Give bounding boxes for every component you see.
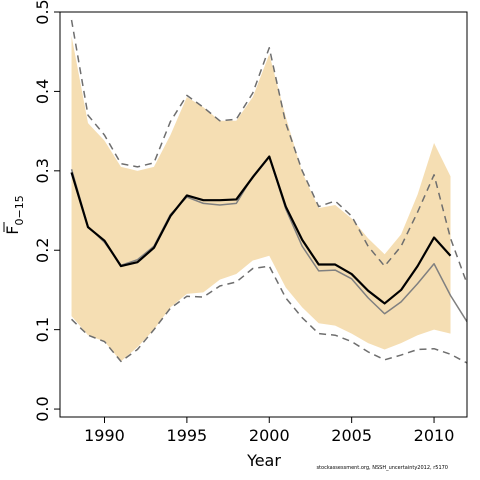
- series-layer: [70, 19, 467, 364]
- y-tick-label: 0.5: [33, 0, 52, 25]
- series-line-estimate: [70, 155, 452, 305]
- x-axis: 1990 1995 2000 2005 2010: [84, 417, 454, 445]
- y-axis: 0.0 0.1 0.2 0.3 0.4 0.5: [33, 0, 60, 422]
- source-footer: stockassessment.org, NSSH_uncertainty201…: [316, 465, 448, 471]
- x-tick-label: 1995: [167, 426, 208, 445]
- y-axis-title: F0−15: [3, 195, 26, 234]
- y-axis-title-subscript: 0−15: [13, 195, 26, 225]
- y-tick-label: 0.0: [33, 396, 52, 421]
- x-tick-label: 1990: [84, 426, 125, 445]
- x-axis-title: Year: [246, 451, 281, 470]
- svg-text:F0−15: F0−15: [3, 195, 26, 234]
- confidence-band-layer: [71, 35, 451, 362]
- series-line-lower-dashed: [71, 265, 467, 364]
- y-tick-label: 0.3: [33, 158, 52, 183]
- plot-frame: [59, 11, 468, 418]
- y-tick-label: 0.1: [33, 317, 52, 342]
- confidence-band: [71, 35, 451, 362]
- x-tick-label: 2010: [414, 426, 455, 445]
- y-axis-title-main: F: [3, 226, 22, 235]
- series-line-upper-dashed: [70, 19, 467, 284]
- x-tick-label: 2005: [331, 426, 372, 445]
- y-tick-label: 0.2: [33, 238, 52, 263]
- x-tick-label: 2000: [249, 426, 290, 445]
- y-tick-label: 0.4: [33, 79, 52, 104]
